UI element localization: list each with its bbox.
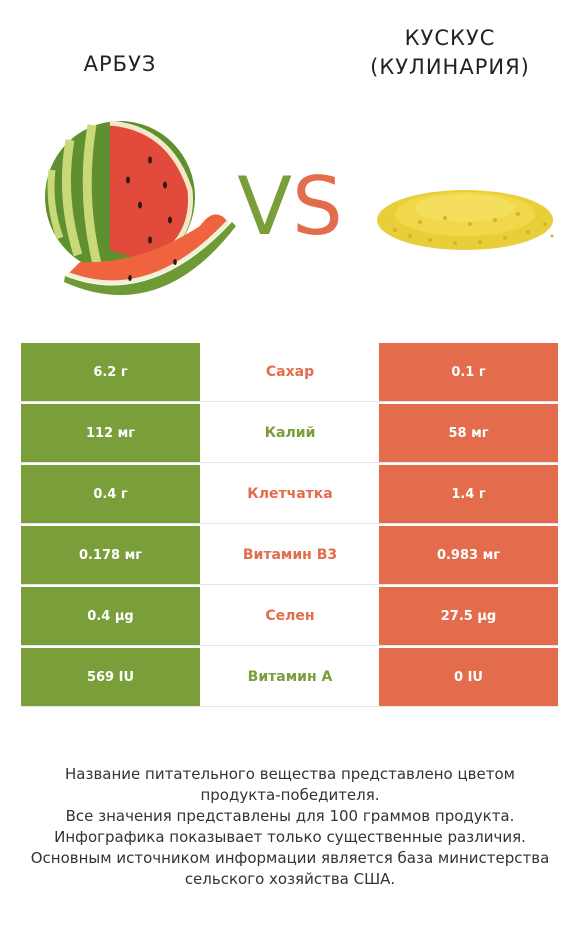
watermelon-value: 0.4 г bbox=[21, 465, 200, 523]
couscous-value: 0.983 мг bbox=[379, 526, 558, 584]
couscous-value: 0 IU bbox=[379, 648, 558, 706]
title-watermelon: АРБУЗ bbox=[83, 52, 157, 76]
watermelon-image bbox=[45, 120, 236, 296]
footnote-line: сельского хозяйства США. bbox=[184, 870, 396, 888]
vs-letter-s: S bbox=[291, 160, 343, 253]
watermelon-value: 6.2 г bbox=[21, 343, 200, 401]
nutrient-name: Клетчатка bbox=[247, 486, 333, 502]
title-couscous-line1: КУСКУС bbox=[404, 26, 496, 50]
nutrient-name: Селен bbox=[265, 608, 315, 624]
table-row: 112 мг Калий 58 мг bbox=[21, 404, 558, 463]
couscous-value: 0.1 г bbox=[379, 343, 558, 401]
footnote-line: продукта-победителя. bbox=[200, 786, 380, 804]
vs-letter-v: V bbox=[237, 160, 292, 253]
nutrient-name: Витамин А bbox=[247, 669, 333, 685]
watermelon-value: 0.4 µg bbox=[21, 587, 200, 645]
table-row: 0.178 мг Витамин B3 0.983 мг bbox=[21, 526, 558, 585]
nutrient-name: Сахар bbox=[265, 364, 315, 380]
watermelon-value: 569 IU bbox=[21, 648, 200, 706]
table-row: 569 IU Витамин А 0 IU bbox=[21, 648, 558, 707]
footnote: Название питательного вещества представл… bbox=[20, 764, 560, 890]
couscous-value: 1.4 г bbox=[379, 465, 558, 523]
table-row: 0.4 г Клетчатка 1.4 г bbox=[21, 465, 558, 524]
nutrient-name: Витамин B3 bbox=[242, 547, 338, 563]
footnote-line: Все значения представлены для 100 граммо… bbox=[65, 807, 515, 825]
watermelon-value: 0.178 мг bbox=[21, 526, 200, 584]
title-couscous-line2: (КУЛИНАРИЯ) bbox=[370, 55, 530, 79]
footnote-line: Основным источником информации является … bbox=[30, 849, 550, 867]
couscous-value: 27.5 µg bbox=[379, 587, 558, 645]
title-couscous: КУСКУС (КУЛИНАРИЯ) bbox=[340, 24, 560, 82]
comparison-table: 6.2 г Сахар 0.1 г 112 мг Калий 58 мг 0.4… bbox=[21, 343, 558, 709]
nutrient-name: Калий bbox=[264, 425, 316, 441]
hero-illustration bbox=[45, 120, 554, 296]
table-row: 0.4 µg Селен 27.5 µg bbox=[21, 587, 558, 646]
footnote-line: Название питательного вещества представл… bbox=[65, 765, 515, 783]
footnote-line: Инфографика показывает только существенн… bbox=[54, 828, 526, 846]
couscous-value: 58 мг bbox=[379, 404, 558, 462]
watermelon-value: 112 мг bbox=[21, 404, 200, 462]
vs-label: VS bbox=[225, 162, 355, 252]
couscous-image bbox=[377, 190, 554, 250]
table-row: 6.2 г Сахар 0.1 г bbox=[21, 343, 558, 402]
